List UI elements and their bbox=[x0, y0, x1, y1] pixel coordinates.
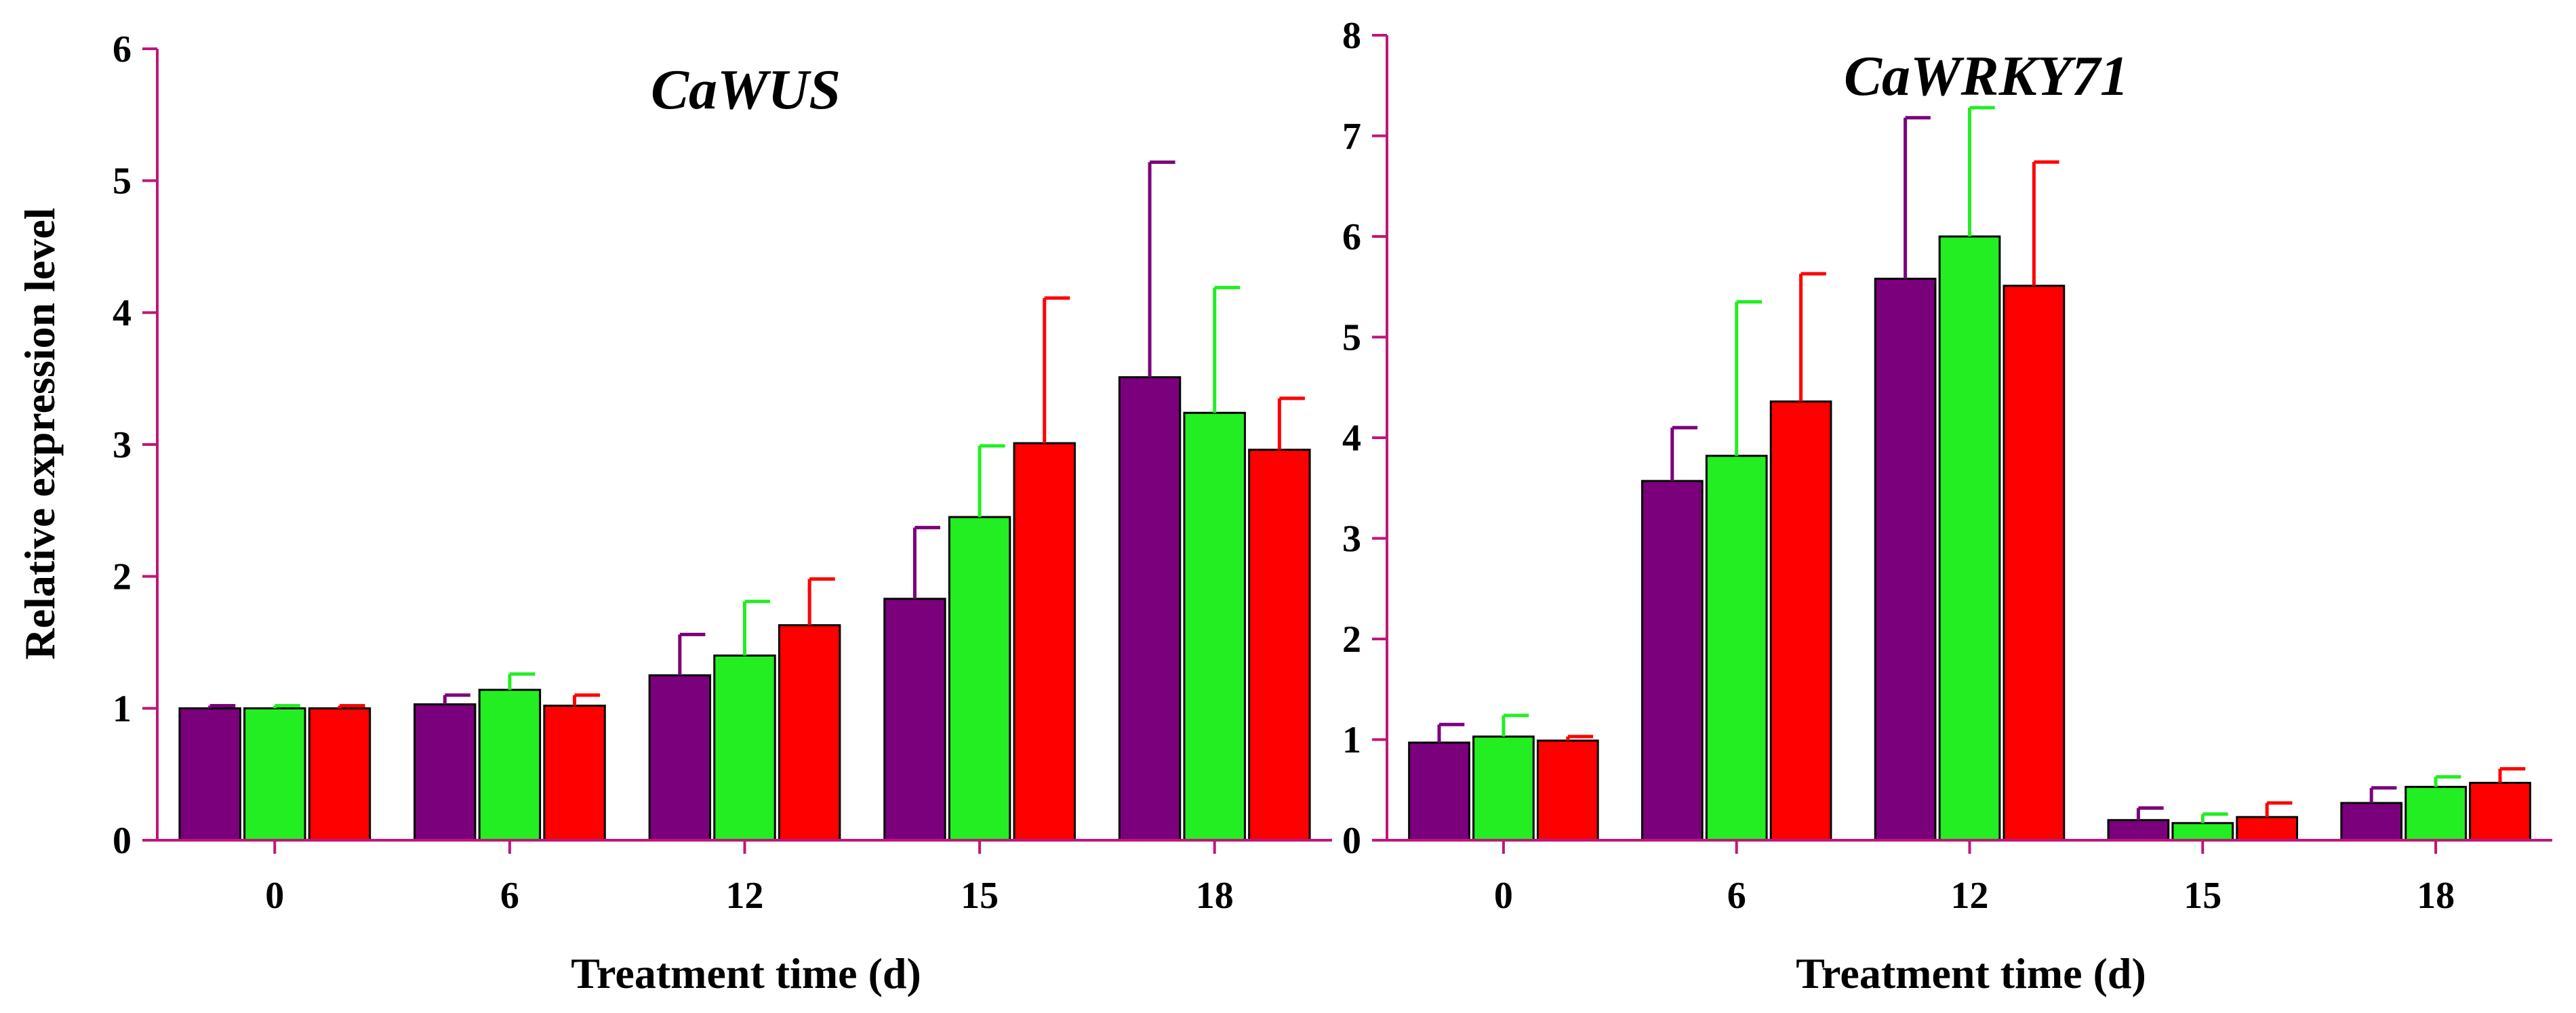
x-tick-label: 12 bbox=[1951, 875, 1989, 917]
bar-18-s1 bbox=[2340, 802, 2403, 842]
bar-18-s1 bbox=[1118, 376, 1182, 842]
y-tick-label: 0 bbox=[1342, 820, 1361, 862]
bar-15-s2 bbox=[2171, 822, 2234, 842]
bar-12-s1 bbox=[648, 674, 712, 842]
bar-6-s3 bbox=[1769, 400, 1832, 842]
bar-12-s2 bbox=[713, 654, 776, 842]
bar-18-s2 bbox=[1183, 411, 1246, 842]
bar-12-s2 bbox=[1938, 235, 2001, 842]
x-tick-label: 18 bbox=[1196, 875, 1234, 917]
y-axis-title: Relative expression level bbox=[16, 207, 64, 659]
y-tick-label: 6 bbox=[1342, 216, 1361, 258]
bar-12-s3 bbox=[778, 624, 841, 842]
y-tick-label: 1 bbox=[113, 688, 132, 730]
bar-15-s3 bbox=[2236, 816, 2299, 842]
bar-0-s2 bbox=[1472, 735, 1535, 842]
y-tick-label: 4 bbox=[113, 292, 132, 334]
bar-18-s2 bbox=[2404, 785, 2467, 842]
bar-12-s1 bbox=[1874, 277, 1937, 842]
bar-6-s2 bbox=[478, 688, 542, 842]
x-tick-label: 15 bbox=[2183, 875, 2221, 917]
bar-15-s3 bbox=[1013, 442, 1076, 842]
y-tick-label: 7 bbox=[1342, 116, 1361, 158]
bar-0-s3 bbox=[308, 707, 371, 842]
bar-18-s3 bbox=[2469, 781, 2531, 842]
y-tick-label: 5 bbox=[1342, 317, 1361, 359]
bar-15-s1 bbox=[883, 598, 946, 842]
y-tick-label: 0 bbox=[113, 820, 132, 862]
x-tick-label: 18 bbox=[2417, 875, 2455, 917]
y-tick-label: 1 bbox=[1342, 720, 1361, 762]
bar-12-s3 bbox=[2003, 285, 2066, 842]
bar-6-s1 bbox=[414, 703, 477, 842]
bar-6-s1 bbox=[1641, 480, 1704, 842]
bar-18-s3 bbox=[1248, 449, 1311, 842]
y-tick-label: 4 bbox=[1342, 417, 1361, 459]
y-tick-label: 6 bbox=[113, 28, 132, 70]
x-tick-label: 0 bbox=[1494, 875, 1513, 917]
x-axis-title: Treatment time (d) bbox=[1796, 949, 2146, 997]
bar-0-s2 bbox=[243, 707, 306, 842]
x-axis-title: Treatment time (d) bbox=[571, 949, 921, 997]
chart-title: CaWRKY71 bbox=[1844, 45, 2129, 108]
bar-0-s1 bbox=[1408, 741, 1470, 842]
y-tick-label: 3 bbox=[113, 424, 132, 466]
bar-15-s1 bbox=[2107, 819, 2170, 842]
y-tick-label: 8 bbox=[1342, 15, 1361, 57]
x-tick-label: 12 bbox=[726, 875, 764, 917]
y-tick-label: 2 bbox=[113, 556, 132, 598]
x-tick-label: 6 bbox=[1727, 875, 1746, 917]
x-tick-label: 6 bbox=[500, 875, 519, 917]
bar-0-s3 bbox=[1536, 739, 1599, 842]
y-tick-label: 5 bbox=[113, 161, 132, 203]
x-tick-label: 15 bbox=[961, 875, 999, 917]
chart-title: CaWUS bbox=[651, 58, 841, 121]
y-tick-label: 2 bbox=[1342, 619, 1361, 661]
y-tick-label: 3 bbox=[1342, 518, 1361, 560]
x-tick-label: 0 bbox=[265, 875, 284, 917]
bar-6-s3 bbox=[543, 704, 606, 842]
bar-15-s2 bbox=[948, 516, 1011, 842]
bar-0-s1 bbox=[178, 707, 241, 842]
bar-6-s2 bbox=[1705, 455, 1768, 842]
